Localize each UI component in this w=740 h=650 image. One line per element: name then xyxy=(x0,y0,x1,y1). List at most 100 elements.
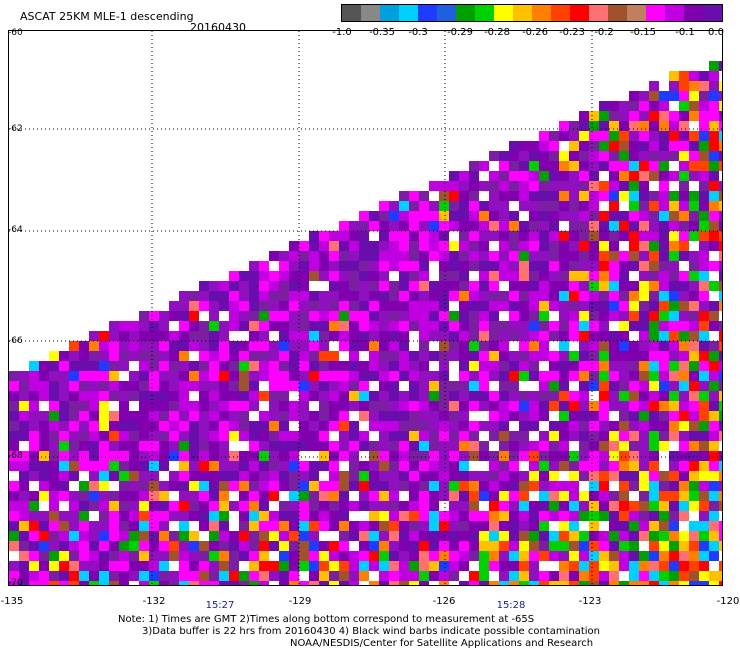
data-pixel xyxy=(699,341,709,351)
data-pixel xyxy=(369,561,379,571)
data-pixel xyxy=(339,551,349,561)
data-pixel xyxy=(299,441,309,451)
data-pixel xyxy=(629,171,639,181)
data-pixel xyxy=(259,341,269,351)
data-pixel xyxy=(549,161,559,171)
data-pixel xyxy=(439,481,449,491)
data-pixel xyxy=(349,531,359,541)
data-pixel xyxy=(379,221,389,231)
data-pixel xyxy=(259,561,269,571)
data-pixel xyxy=(159,571,169,581)
data-pixel xyxy=(499,501,509,511)
data-pixel xyxy=(299,521,309,531)
data-pixel xyxy=(719,391,722,401)
data-pixel xyxy=(659,121,669,131)
data-pixel xyxy=(629,181,639,191)
data-pixel xyxy=(479,301,489,311)
data-pixel xyxy=(669,121,679,131)
data-pixel xyxy=(79,411,89,421)
data-pixel xyxy=(499,371,509,381)
data-pixel xyxy=(649,191,659,201)
data-pixel xyxy=(89,341,99,351)
data-pixel xyxy=(389,321,399,331)
data-pixel xyxy=(669,271,679,281)
data-pixel xyxy=(159,531,169,541)
data-pixel xyxy=(119,381,129,391)
data-pixel xyxy=(539,541,549,551)
data-pixel xyxy=(489,171,499,181)
data-pixel xyxy=(189,441,199,451)
data-pixel xyxy=(169,511,179,521)
data-pixel xyxy=(719,581,722,585)
data-pixel xyxy=(279,311,289,321)
note-line-1: Note: 1) Times are GMT 2)Times along bot… xyxy=(118,614,535,625)
data-pixel xyxy=(459,251,469,261)
data-pixel xyxy=(549,421,559,431)
data-pixel xyxy=(479,541,489,551)
data-pixel xyxy=(709,141,719,151)
data-pixel xyxy=(449,391,459,401)
data-pixel xyxy=(129,451,139,461)
data-pixel xyxy=(229,561,239,571)
data-pixel xyxy=(609,151,619,161)
data-pixel xyxy=(269,441,279,451)
data-pixel xyxy=(499,531,509,541)
data-pixel xyxy=(129,461,139,471)
data-pixel xyxy=(709,81,719,91)
data-pixel xyxy=(219,451,229,461)
data-pixel xyxy=(619,291,629,301)
data-pixel xyxy=(299,311,309,321)
data-pixel xyxy=(259,531,269,541)
data-pixel xyxy=(389,551,399,561)
data-pixel xyxy=(569,211,579,221)
data-pixel xyxy=(429,541,439,551)
data-pixel xyxy=(409,571,419,581)
data-pixel xyxy=(339,531,349,541)
data-pixel xyxy=(69,381,79,391)
data-pixel xyxy=(539,201,549,211)
data-pixel xyxy=(389,261,399,271)
data-pixel xyxy=(699,191,709,201)
data-pixel xyxy=(239,341,249,351)
data-pixel xyxy=(509,401,519,411)
data-pixel xyxy=(619,471,629,481)
data-pixel xyxy=(259,541,269,551)
data-pixel xyxy=(329,311,339,321)
data-pixel xyxy=(259,261,269,271)
data-pixel xyxy=(619,101,629,111)
data-pixel xyxy=(389,241,399,251)
data-pixel xyxy=(659,321,669,331)
data-pixel xyxy=(499,151,509,161)
data-pixel xyxy=(299,431,309,441)
data-pixel xyxy=(619,171,629,181)
data-pixel xyxy=(369,281,379,291)
data-pixel xyxy=(109,411,119,421)
data-pixel xyxy=(589,211,599,221)
data-pixel xyxy=(289,441,299,451)
data-pixel xyxy=(459,171,469,181)
data-pixel xyxy=(649,331,659,341)
data-pixel xyxy=(409,271,419,281)
data-pixel xyxy=(379,391,389,401)
data-pixel xyxy=(509,181,519,191)
data-pixel xyxy=(369,371,379,381)
data-pixel xyxy=(459,391,469,401)
data-pixel xyxy=(589,421,599,431)
data-pixel xyxy=(719,91,722,101)
data-pixel xyxy=(349,481,359,491)
data-pixel xyxy=(419,221,429,231)
data-pixel xyxy=(609,211,619,221)
data-pixel xyxy=(519,571,529,581)
data-pixel xyxy=(299,301,309,311)
data-pixel xyxy=(119,471,129,481)
data-pixel xyxy=(499,331,509,341)
data-pixel xyxy=(159,481,169,491)
data-pixel xyxy=(9,531,19,541)
data-pixel xyxy=(639,241,649,251)
data-pixel xyxy=(469,171,479,181)
data-pixel xyxy=(179,551,189,561)
data-pixel xyxy=(689,401,699,411)
data-pixel xyxy=(299,251,309,261)
colorbar-segment xyxy=(380,5,399,21)
data-pixel xyxy=(109,431,119,441)
